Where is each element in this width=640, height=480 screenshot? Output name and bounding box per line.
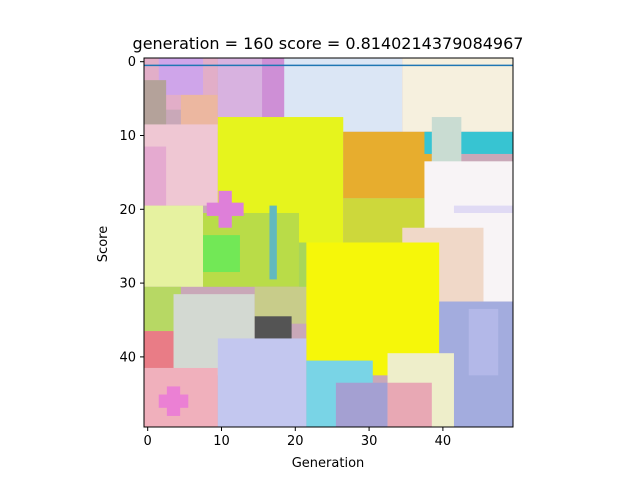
heatmap-block-27 xyxy=(144,331,174,368)
y-tick-label: 30 xyxy=(119,277,136,292)
y-axis-title: Score xyxy=(96,226,111,262)
heatmap-block-11 xyxy=(343,131,432,199)
heatmap-block-36 xyxy=(387,382,432,427)
plot-frame xyxy=(143,57,514,428)
y-tick-label: 40 xyxy=(119,350,136,365)
x-tick-label: 30 xyxy=(361,434,378,449)
heatmap-cross-0 xyxy=(206,190,244,228)
x-axis: 0 10 20 30 40 xyxy=(144,427,452,449)
heatmap-cross-1 xyxy=(158,386,189,416)
y-tick-label: 20 xyxy=(119,203,136,218)
heatmap-block-19 xyxy=(203,235,240,273)
x-axis-title: Generation xyxy=(292,456,365,471)
heatmap-block-34 xyxy=(335,382,395,427)
x-tick-label: 10 xyxy=(213,434,230,449)
heatmap-block-17 xyxy=(144,205,204,287)
heatmap-block-20 xyxy=(269,205,277,280)
y-tick-label: 0 xyxy=(128,55,136,70)
heatmap-block-32 xyxy=(217,338,307,427)
heatmap-plot xyxy=(143,57,514,428)
heatmap-block-15 xyxy=(453,205,513,213)
y-tick-label: 10 xyxy=(119,129,136,144)
heatmap-block-30 xyxy=(468,308,499,376)
chart-title: generation = 160 score = 0.8140214379084… xyxy=(133,34,524,53)
heatmap-block-2 xyxy=(144,80,167,132)
x-tick-label: 0 xyxy=(144,434,152,449)
y-axis: 0 10 20 30 40 xyxy=(119,55,144,365)
heatmap-image xyxy=(144,58,513,427)
x-tick-label: 40 xyxy=(435,434,452,449)
x-tick-label: 20 xyxy=(287,434,304,449)
heatmap-block-9 xyxy=(144,146,167,206)
